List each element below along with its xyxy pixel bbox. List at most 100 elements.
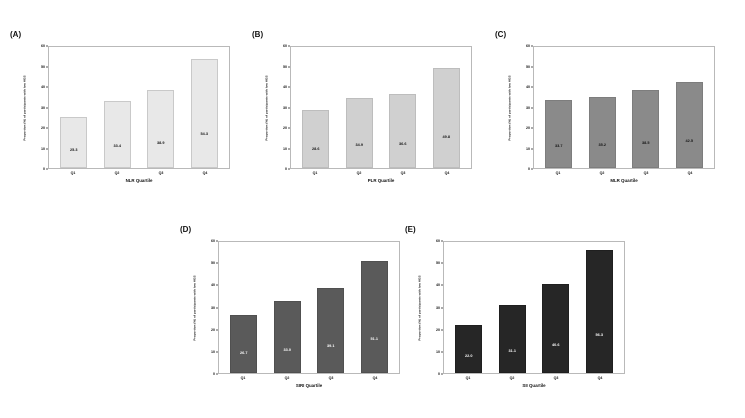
bar[interactable]: 38.9 xyxy=(147,89,175,168)
bar-slot: 28.6 xyxy=(294,47,338,168)
y-axis-tick-label: 60 xyxy=(526,44,530,48)
bar[interactable]: 33.4 xyxy=(103,100,131,168)
bar[interactable]: 26.7 xyxy=(230,314,258,373)
bar-value-label: 33.4 xyxy=(113,143,121,148)
bar[interactable]: 28.6 xyxy=(302,110,330,168)
bar[interactable]: 42.5 xyxy=(675,82,703,168)
bar-slot: 40.6 xyxy=(534,242,578,373)
y-axis-tick-mark xyxy=(216,373,218,375)
chart-panel-a: (A) Proportion (%) of participants with l… xyxy=(10,30,232,195)
x-axis-tick-label: Q1 xyxy=(555,171,561,175)
x-axis-label: PLR Quartile xyxy=(367,178,395,183)
bar-slot: 22.0 xyxy=(447,242,491,373)
y-axis-label: Proportion (%) of participants with low … xyxy=(260,46,274,169)
x-axis-tick-label: Q4 xyxy=(444,171,450,175)
y-axis-tick-mark xyxy=(46,45,48,47)
bar-slot: 51.1 xyxy=(353,242,397,373)
axes-frame: 26.7 33.0 39.1 51.1 xyxy=(218,241,400,374)
x-axis-tick-label: Q4 xyxy=(372,376,378,380)
panel-label: (C) xyxy=(495,30,507,39)
bar[interactable]: 38.5 xyxy=(632,90,660,168)
bar-value-label: 34.9 xyxy=(355,143,363,148)
y-axis-tick-mark xyxy=(288,107,290,108)
bar-value-label: 51.1 xyxy=(370,336,378,341)
bar[interactable]: 56.3 xyxy=(585,250,613,373)
bar[interactable]: 54.3 xyxy=(190,58,218,168)
y-axis-tick-label: 10 xyxy=(211,349,215,354)
bar-value-label: 40.6 xyxy=(552,342,560,347)
x-axis-tick-label: Q4 xyxy=(202,171,208,175)
bar-value-label: 33.7 xyxy=(555,143,563,148)
x-axis-ticks: Q1 Q2 Q3 Q4 xyxy=(218,374,400,384)
bar-slot: 35.2 xyxy=(581,47,625,168)
bar[interactable]: 36.6 xyxy=(389,94,417,168)
bar-value-label: 33.0 xyxy=(283,347,291,352)
axes-frame: 22.0 31.1 40.6 56.3 xyxy=(443,241,625,374)
x-axis-tick-label: Q2 xyxy=(284,376,290,380)
y-axis-tick-label: 50 xyxy=(211,261,215,266)
y-axis-tick-label: 50 xyxy=(526,64,530,69)
x-axis-tick-label: Q3 xyxy=(643,171,649,175)
bar-slot: 26.7 xyxy=(222,242,266,373)
x-axis-tick-label: Q1 xyxy=(312,171,318,175)
chart-panel-c: (C) Proportion (%) of participants with l… xyxy=(495,30,717,195)
plot-area: Proportion (%) of participants with low … xyxy=(193,239,400,388)
y-axis-tick-mark xyxy=(441,240,443,242)
y-axis-tick-mark xyxy=(216,284,218,286)
bar[interactable]: 39.1 xyxy=(317,287,345,373)
bar-slot: 42.5 xyxy=(668,47,712,168)
y-axis-tick-mark xyxy=(441,262,443,264)
y-axis-tick-mark xyxy=(288,168,290,170)
y-axis-tick-label: 0 xyxy=(285,167,287,171)
y-axis-tick-mark xyxy=(531,148,533,149)
bar[interactable]: 31.1 xyxy=(498,305,526,373)
bar-value-label: 31.1 xyxy=(508,348,516,353)
plot-area: Proportion (%) of participants with low … xyxy=(23,44,230,183)
x-axis-ticks: Q1 Q2 Q3 Q4 xyxy=(533,169,715,179)
y-axis-tick-mark xyxy=(46,148,48,149)
bar-slot: 49.8 xyxy=(425,47,469,168)
bar-value-label: 42.5 xyxy=(685,138,693,143)
y-axis-tick-label: 50 xyxy=(283,64,287,69)
y-axis-tick-mark xyxy=(46,86,48,88)
x-axis-tick-label: Q3 xyxy=(553,376,559,380)
bar[interactable]: 35.2 xyxy=(588,97,616,168)
bar-slot: 38.9 xyxy=(139,47,183,168)
y-axis-tick-label: 0 xyxy=(528,167,530,171)
y-axis-tick-label: 10 xyxy=(41,146,45,151)
bar[interactable]: 25.3 xyxy=(60,116,88,168)
y-axis-label-text: Proportion (%) of participants with low … xyxy=(265,74,270,141)
x-axis-ticks: Q1 Q2 Q3 Q4 xyxy=(290,169,472,179)
y-axis-label-text: Proportion (%) of participants with low … xyxy=(23,74,28,141)
axes-frame: 25.3 33.4 38.9 54.3 xyxy=(48,46,230,169)
y-axis-tick-label: 20 xyxy=(436,327,440,332)
bar-series: 25.3 33.4 38.9 54.3 xyxy=(49,47,229,168)
bar-slot: 33.7 xyxy=(537,47,581,168)
bar-slot: 25.3 xyxy=(52,47,96,168)
y-axis-tick-label: 60 xyxy=(41,44,45,48)
plot-area: Proportion (%) of participants with low … xyxy=(508,44,715,183)
x-axis-label: MLR Quartile xyxy=(610,178,638,183)
y-axis-tick-mark xyxy=(216,351,218,353)
y-axis-tick-label: 10 xyxy=(283,146,287,151)
y-axis-tick-mark xyxy=(216,307,218,308)
bar[interactable]: 34.9 xyxy=(345,97,373,168)
bar[interactable]: 49.8 xyxy=(432,67,460,168)
x-axis-tick-label: Q2 xyxy=(114,171,120,175)
axes-frame: 28.6 34.9 36.6 49.8 xyxy=(290,46,472,169)
x-axis-label: SII Quartile xyxy=(522,383,546,388)
bar-slot: 38.5 xyxy=(624,47,668,168)
bar[interactable]: 51.1 xyxy=(360,261,388,373)
bar[interactable]: 33.0 xyxy=(273,300,301,373)
y-axis-tick-label: 0 xyxy=(438,372,440,376)
y-axis-label: Proportion (%) of participants with low … xyxy=(503,46,517,169)
x-axis-ticks: Q1 Q2 Q3 Q4 xyxy=(443,374,625,384)
bar[interactable]: 22.0 xyxy=(455,324,483,373)
y-axis-tick-mark xyxy=(46,168,48,170)
x-axis-tick-label: Q3 xyxy=(158,171,164,175)
bar[interactable]: 40.6 xyxy=(542,284,570,373)
bar[interactable]: 33.7 xyxy=(545,100,573,168)
axes-frame: 33.7 35.2 38.5 42.5 xyxy=(533,46,715,169)
y-axis-label: Proportion (%) of participants with low … xyxy=(188,241,202,374)
